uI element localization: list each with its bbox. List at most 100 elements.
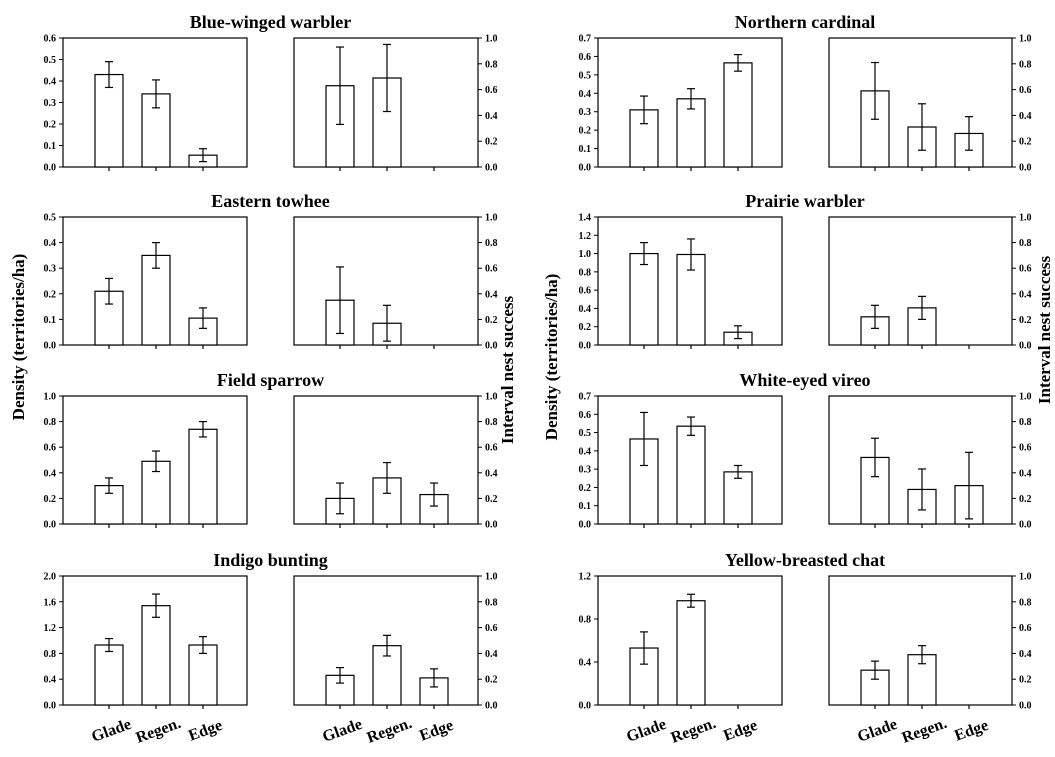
chart-4-density-ytick-label: 0.2 [44,494,57,505]
chart-1-density-ytick-label: 0.2 [579,126,592,137]
chart-6-nest-success-ytick-label: 0.6 [485,623,498,634]
chart-2-nest-success-ytick-label: 0.4 [485,289,498,300]
chart-3-density-ytick-label: 0.6 [579,286,592,297]
chart-7-title: Yellow-breasted chat [725,550,885,570]
chart-5-density-ytick-label: 0.7 [579,392,592,403]
chart-6-density-category-label: Regen. [134,715,184,747]
chart-6-density-bar-2 [188,644,218,706]
chart-3-nest-success-ytick-label: 0.6 [1019,264,1032,275]
chart-6-nest-success-ytick-label: 1.0 [485,572,498,583]
chart-7-density-bar-1 [676,600,706,706]
chart-7-nest-success-ytick-label: 1.0 [1019,572,1032,583]
chart-1-nest-success-ytick-label: 1.0 [1019,34,1032,45]
chart-5-density-ytick-label: 0.4 [579,446,592,457]
chart-4-title: Field sparrow [217,370,324,390]
chart-5-density-ytick-label: 0.2 [579,483,592,494]
chart-0-nest-success-ytick-label: 0.4 [485,111,498,122]
chart-0-density-ytick-label: 0.6 [44,34,57,45]
chart-6-nest-success-ytick-label: 0.2 [485,675,498,686]
chart-0-nest-success-ytick-label: 0.6 [485,85,498,96]
chart-0-density-ytick-label: 0.0 [44,163,57,174]
chart-3-density-ytick-label: 1.2 [579,231,592,242]
chart-0-density-bar-0 [94,73,124,168]
chart-6-density-ytick-label: 2.0 [44,572,57,583]
chart-1-density-ytick-label: 0.0 [579,163,592,174]
chart-5-density-ytick-label: 0.0 [579,520,592,531]
chart-7-nest-success-ytick-label: 0.8 [1019,597,1032,608]
chart-6-nest-success-ytick-label: 0.8 [485,597,498,608]
chart-3-nest-success-ytick-label: 0.2 [1019,315,1032,326]
chart-3-density-ytick-label: 0.2 [579,322,592,333]
chart-4-nest-success-ytick-label: 0.2 [485,494,498,505]
chart-3: Prairie warbler 0.0 0.2 0.4 0.6 0.8 1.0 1.2 1.4 0… [579,191,1032,352]
chart-3-title: Prairie warbler [745,191,864,211]
chart-6-title: Indigo bunting [213,550,328,570]
chart-5-title: White-eyed vireo [739,370,870,390]
chart-3-density-ytick-label: 0.4 [579,304,592,315]
chart-0-nest-success-ytick-label: 1.0 [485,34,498,45]
chart-2-density-ytick-label: 0.1 [44,315,57,326]
chart-4-density-bar-2 [188,428,218,525]
chart-3-density-ytick-label: 1.4 [579,213,592,224]
chart-5-nest-success-ytick-label: 0.4 [1019,468,1032,479]
chart-5-nest-success-ytick-label: 0.0 [1019,520,1032,531]
right-y-axis-label-2: Interval nest success [1035,255,1054,404]
chart-7-nest-success-category-label: Regen. [900,715,950,747]
chart-0-nest-success-ytick-label: 0.2 [485,137,498,148]
chart-2-nest-success-ytick-label: 0.6 [485,264,498,275]
chart-5-density-ytick-label: 0.3 [579,465,592,476]
chart-7-nest-success-ytick-label: 0.0 [1019,701,1032,712]
chart-7-nest-success-ytick-label: 0.6 [1019,623,1032,634]
chart-4-density-ytick-label: 0.4 [44,468,57,479]
chart-6-density-category-label: Glade [89,716,133,746]
chart-0-density-ytick-label: 0.3 [44,98,57,109]
chart-0-density-ytick-label: 0.4 [44,77,57,88]
chart-5-nest-success-ytick-label: 0.2 [1019,494,1032,505]
chart-1-density-ytick-label: 0.7 [579,34,592,45]
chart-1-density-ytick-label: 0.1 [579,144,592,155]
chart-6-nest-success-ytick-label: 0.4 [485,649,498,660]
right-y-axis-label: Interval nest success [498,295,517,444]
chart-3-density-ytick-label: 1.0 [579,249,592,260]
chart-6-density-ytick-label: 0.4 [44,675,57,686]
chart-7-density-category-label: Glade [624,716,668,746]
chart-0-nest-success-ytick-label: 0.8 [485,59,498,70]
chart-1-density-bar-1 [676,98,706,168]
chart-5: White-eyed vireo 0.0 0.1 0.2 0.3 0.4 0.5 0.6 0.7… [579,370,1032,531]
chart-6-density-ytick-label: 1.6 [44,597,57,608]
chart-7-density-category-label: Regen. [669,715,719,747]
chart-1-nest-success-ytick-label: 0.8 [1019,59,1032,70]
chart-2-density-ytick-label: 0.4 [44,238,57,249]
chart-3-nest-success-ytick-label: 1.0 [1019,213,1032,224]
chart-2-density-bar-1 [141,254,171,346]
chart-6-density-ytick-label: 0.0 [44,701,57,712]
chart-6-density-ytick-label: 1.2 [44,623,57,634]
chart-1-nest-success-ytick-label: 0.2 [1019,137,1032,148]
chart-3-nest-success-ytick-label: 0.0 [1019,341,1032,352]
chart-5-nest-success-ytick-label: 0.6 [1019,443,1032,454]
chart-4-nest-success-ytick-label: 0.6 [485,443,498,454]
chart-5-density-bar-2 [723,471,753,525]
chart-6-density-category-label: Edge [186,717,224,745]
chart-panels: Blue-winged warbler 0.0 0.1 0.2 0.3 0.4 0.5 0.6… [44,12,1032,747]
chart-3-density-ytick-label: 0.8 [579,267,592,278]
chart-7-density-ytick-label: 0.0 [579,701,592,712]
chart-7-nest-success-category-label: Glade [855,716,899,746]
chart-2-density-ytick-label: 0.0 [44,341,57,352]
chart-1-nest-success-ytick-label: 0.6 [1019,85,1032,96]
chart-6-nest-success-category-label: Glade [320,716,364,746]
chart-4-density-ytick-label: 1.0 [44,392,57,403]
chart-1: Northern cardinal 0.0 0.1 0.2 0.3 0.4 0.5 0.6 0.… [579,12,1032,174]
chart-2-nest-success-ytick-label: 1.0 [485,213,498,224]
chart-0: Blue-winged warbler 0.0 0.1 0.2 0.3 0.4 0.5 0.6… [44,12,498,174]
chart-6-density-bar-1 [141,605,171,706]
chart-3-nest-success-ytick-label: 0.8 [1019,238,1032,249]
chart-4-nest-success-ytick-label: 0.8 [485,417,498,428]
chart-1-density-ytick-label: 0.3 [579,107,592,118]
chart-4: Field sparrow 0.0 0.2 0.4 0.6 0.8 1.0 0.0 0.2 0.4… [44,370,498,531]
chart-1-density-ytick-label: 0.4 [579,89,592,100]
chart-4-nest-success-ytick-label: 0.0 [485,520,498,531]
